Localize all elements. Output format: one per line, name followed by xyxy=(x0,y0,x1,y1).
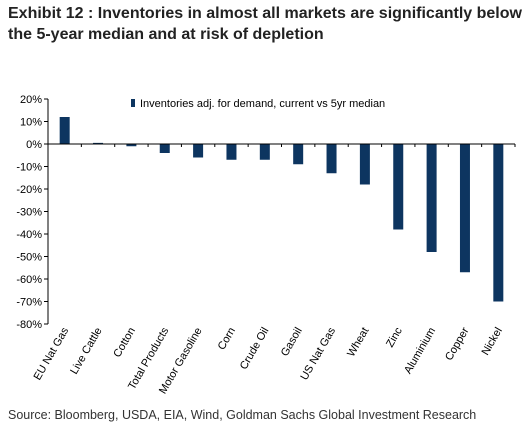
source-note: Source: Bloomberg, USDA, EIA, Wind, Gold… xyxy=(8,408,477,422)
y-tick-label: -50% xyxy=(16,252,42,264)
bar-corn xyxy=(226,144,237,160)
bar-us-nat-gas xyxy=(326,144,337,174)
x-tick-label: Crude Oil xyxy=(238,326,272,372)
x-tick-label: Wheat xyxy=(345,326,371,360)
x-tick-label: Copper xyxy=(443,325,472,363)
y-tick-label: -40% xyxy=(16,229,42,241)
x-tick-label: Corn xyxy=(216,326,238,353)
y-tick-label: 10% xyxy=(20,117,42,129)
y-tick-label: -30% xyxy=(16,207,42,219)
y-tick-label: -10% xyxy=(16,162,42,174)
bar-cotton xyxy=(126,144,137,147)
bar-nickel xyxy=(493,144,504,302)
x-tick-label: Zinc xyxy=(384,325,405,349)
y-tick-label: -20% xyxy=(16,184,42,196)
chart-title: Exhibit 12 : Inventories in almost all m… xyxy=(8,5,522,43)
bar-live-cattle xyxy=(93,142,104,144)
legend-swatch xyxy=(131,99,135,107)
bars xyxy=(59,117,504,302)
x-tick-label: Aluminium xyxy=(402,326,438,376)
x-tick-label: EU Nat Gas xyxy=(32,325,72,382)
bar-copper xyxy=(459,144,470,273)
bar-motor-gasoline xyxy=(193,144,204,158)
legend: Inventories adj. for demand, current vs … xyxy=(131,98,385,110)
bar-total-products xyxy=(159,144,170,153)
bar-chart: 20% 10% 0% -10% -20% -30% -40% -50% -60% -70% -80%… xyxy=(16,94,516,396)
y-tick-label: 20% xyxy=(20,94,42,106)
y-tick-label: -60% xyxy=(16,274,42,286)
bar-eu-nat-gas xyxy=(59,117,70,144)
x-tick-label: Cotton xyxy=(111,326,138,360)
x-tick-label: Gasoil xyxy=(279,326,305,359)
x-tick-label: Live Cattle xyxy=(68,326,104,377)
x-tick-label: Nickel xyxy=(480,325,505,357)
x-tick-label: US Nat Gas xyxy=(298,325,338,382)
y-tick-label: -80% xyxy=(16,319,42,331)
bar-wheat xyxy=(359,144,370,185)
y-tick-label: -70% xyxy=(16,297,42,309)
bar-gasoil xyxy=(293,144,304,165)
bar-aluminium xyxy=(426,144,437,252)
legend-label: Inventories adj. for demand, current vs … xyxy=(140,98,385,110)
bar-crude-oil xyxy=(259,144,270,160)
y-tick-label: 0% xyxy=(26,139,42,151)
y-axis: 20% 10% 0% -10% -20% -30% -40% -50% -60% -70% -80% xyxy=(16,94,49,331)
bar-zinc xyxy=(393,144,404,230)
